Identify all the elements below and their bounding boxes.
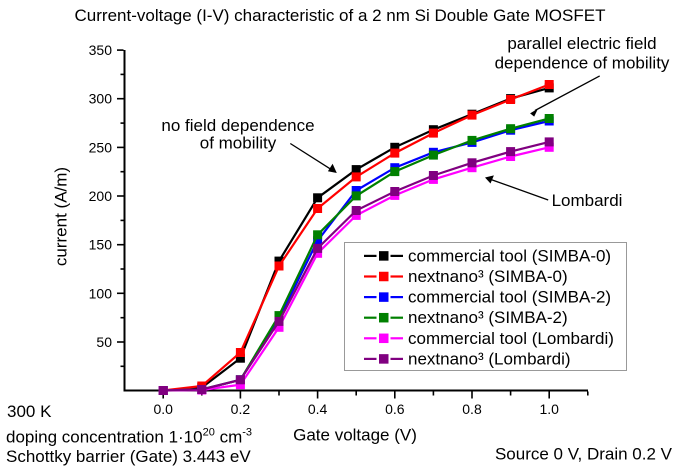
svg-text:Gate voltage (V): Gate voltage (V) xyxy=(293,425,417,444)
svg-text:no field dependence: no field dependence xyxy=(161,116,314,135)
svg-text:doping concentration 1·1020 cm: doping concentration 1·1020 cm-3 xyxy=(6,427,252,447)
svg-text:commercial tool (SIMBA-2): commercial tool (SIMBA-2) xyxy=(408,288,611,307)
svg-text:commercial tool (SIMBA-0): commercial tool (SIMBA-0) xyxy=(408,246,611,265)
svg-text:300: 300 xyxy=(89,91,113,107)
svg-text:350: 350 xyxy=(89,42,113,58)
svg-text:Current-voltage (I-V) characte: Current-voltage (I-V) characteristic of … xyxy=(75,6,606,25)
svg-text:Schottky barrier (Gate) 3.443: Schottky barrier (Gate) 3.443 eV xyxy=(6,447,251,466)
svg-text:nextnano³ (Lombardi): nextnano³ (Lombardi) xyxy=(408,349,571,368)
svg-text:1.0: 1.0 xyxy=(539,401,559,417)
svg-text:300 K: 300 K xyxy=(7,402,52,421)
svg-text:of mobility: of mobility xyxy=(200,134,277,153)
svg-text:current (A/m): current (A/m) xyxy=(52,167,71,266)
svg-text:nextnano³ (SIMBA-2): nextnano³ (SIMBA-2) xyxy=(408,308,568,327)
svg-text:200: 200 xyxy=(89,188,113,204)
svg-text:0.4: 0.4 xyxy=(308,401,328,417)
svg-text:150: 150 xyxy=(89,237,113,253)
svg-text:commercial tool (Lombardi): commercial tool (Lombardi) xyxy=(408,329,614,348)
svg-text:0.8: 0.8 xyxy=(462,401,482,417)
svg-text:100: 100 xyxy=(89,285,113,301)
svg-text:dependence of mobility: dependence of mobility xyxy=(495,54,670,73)
svg-text:nextnano³ (SIMBA-0): nextnano³ (SIMBA-0) xyxy=(408,267,568,286)
svg-text:0.6: 0.6 xyxy=(385,401,405,417)
svg-text:0.0: 0.0 xyxy=(153,401,173,417)
svg-text:0.2: 0.2 xyxy=(231,401,251,417)
svg-text:Lombardi: Lombardi xyxy=(552,191,623,210)
svg-text:Source 0 V, Drain 0.2 V: Source 0 V, Drain 0.2 V xyxy=(495,445,673,464)
svg-text:parallel electric field: parallel electric field xyxy=(507,34,656,53)
svg-text:250: 250 xyxy=(89,139,113,155)
svg-text:50: 50 xyxy=(96,334,112,350)
